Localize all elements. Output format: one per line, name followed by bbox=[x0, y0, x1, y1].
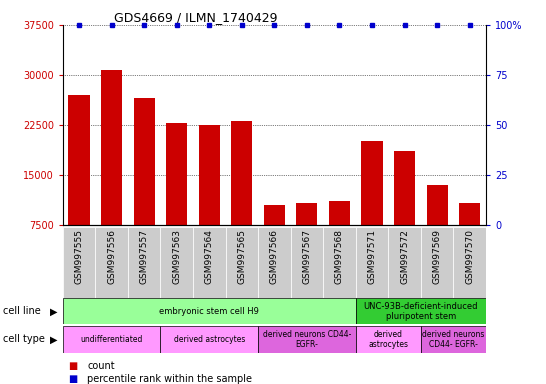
Text: UNC-93B-deficient-induced
pluripotent stem: UNC-93B-deficient-induced pluripotent st… bbox=[364, 302, 478, 321]
Bar bbox=[128, 227, 161, 298]
Bar bbox=[459, 203, 480, 275]
Text: GSM997566: GSM997566 bbox=[270, 229, 279, 284]
Bar bbox=[356, 326, 421, 353]
Text: GSM997571: GSM997571 bbox=[367, 229, 377, 284]
Text: GSM997565: GSM997565 bbox=[238, 229, 246, 284]
Bar bbox=[166, 123, 187, 275]
Bar bbox=[63, 298, 356, 324]
Text: derived neurons
CD44- EGFR-: derived neurons CD44- EGFR- bbox=[422, 330, 485, 349]
Bar bbox=[394, 151, 415, 275]
Bar bbox=[225, 227, 258, 298]
Text: embryonic stem cell H9: embryonic stem cell H9 bbox=[159, 307, 259, 316]
Text: GSM997564: GSM997564 bbox=[205, 229, 214, 283]
Bar bbox=[388, 227, 421, 298]
Text: GSM997567: GSM997567 bbox=[302, 229, 311, 284]
Text: GSM997569: GSM997569 bbox=[432, 229, 442, 284]
Bar bbox=[161, 227, 193, 298]
Text: GDS4669 / ILMN_1740429: GDS4669 / ILMN_1740429 bbox=[114, 11, 277, 24]
Text: ■: ■ bbox=[68, 374, 78, 384]
Text: GSM997572: GSM997572 bbox=[400, 229, 409, 283]
Bar bbox=[421, 326, 486, 353]
Bar bbox=[361, 141, 383, 275]
Text: ▶: ▶ bbox=[50, 334, 57, 344]
Bar bbox=[356, 227, 388, 298]
Bar bbox=[232, 121, 252, 275]
Text: percentile rank within the sample: percentile rank within the sample bbox=[87, 374, 252, 384]
Bar bbox=[356, 298, 486, 324]
Text: cell type: cell type bbox=[3, 334, 45, 344]
Bar bbox=[323, 227, 356, 298]
Text: ▶: ▶ bbox=[50, 306, 57, 316]
Bar bbox=[426, 185, 448, 275]
Text: derived neurons CD44-
EGFR-: derived neurons CD44- EGFR- bbox=[263, 330, 351, 349]
Bar bbox=[63, 326, 161, 353]
Bar bbox=[296, 203, 317, 275]
Bar bbox=[453, 227, 486, 298]
Bar bbox=[193, 227, 225, 298]
Text: GSM997563: GSM997563 bbox=[172, 229, 181, 284]
Bar bbox=[161, 326, 258, 353]
Bar bbox=[101, 70, 122, 275]
Text: GSM997556: GSM997556 bbox=[107, 229, 116, 284]
Bar bbox=[258, 326, 356, 353]
Bar bbox=[134, 98, 155, 275]
Text: GSM997557: GSM997557 bbox=[140, 229, 149, 284]
Bar bbox=[258, 227, 290, 298]
Text: GSM997555: GSM997555 bbox=[75, 229, 84, 284]
Text: derived
astrocytes: derived astrocytes bbox=[369, 330, 408, 349]
Text: ■: ■ bbox=[68, 361, 78, 371]
Text: cell line: cell line bbox=[3, 306, 40, 316]
Bar bbox=[329, 201, 350, 275]
Text: GSM997568: GSM997568 bbox=[335, 229, 344, 284]
Bar bbox=[68, 95, 90, 275]
Text: GSM997570: GSM997570 bbox=[465, 229, 474, 284]
Bar bbox=[96, 227, 128, 298]
Bar bbox=[199, 126, 220, 275]
Bar bbox=[421, 227, 453, 298]
Bar bbox=[63, 227, 96, 298]
Bar bbox=[264, 205, 285, 275]
Text: undifferentiated: undifferentiated bbox=[80, 335, 143, 344]
Text: count: count bbox=[87, 361, 115, 371]
Bar bbox=[290, 227, 323, 298]
Text: derived astrocytes: derived astrocytes bbox=[174, 335, 245, 344]
